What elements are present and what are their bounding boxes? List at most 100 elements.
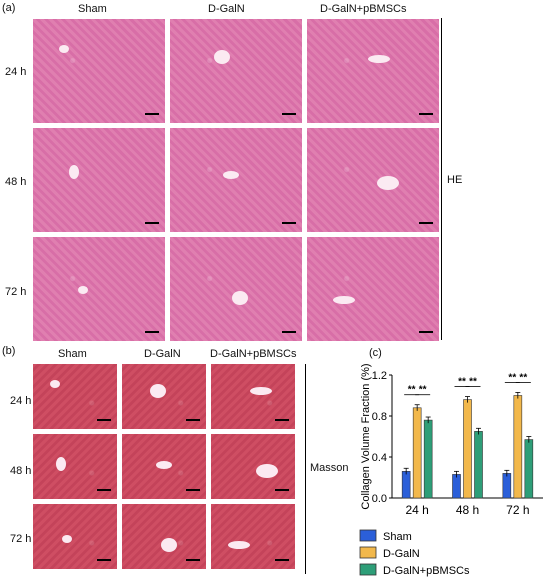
he-scale-bar bbox=[145, 222, 159, 224]
he-vessel-shape bbox=[376, 175, 399, 190]
he-vessel-shape bbox=[59, 45, 70, 53]
he-vessel-shape bbox=[68, 165, 79, 180]
legend-swatch-0 bbox=[359, 529, 377, 542]
significance-stars: ** bbox=[419, 385, 427, 396]
masson-vessel-shape bbox=[61, 534, 72, 543]
panel-a-col-sham: Sham bbox=[78, 3, 107, 15]
masson-scale-bar bbox=[186, 419, 200, 421]
he-vessel-shape bbox=[333, 296, 356, 305]
y-axis-label: Collagen Volume Fraction (%) bbox=[360, 363, 372, 509]
significance-stars: ** bbox=[519, 372, 527, 383]
panel-a-row-24h: 24 h bbox=[5, 66, 27, 78]
masson-micrograph-r1-c3 bbox=[210, 363, 296, 430]
panel-a-letter: (a) bbox=[2, 2, 16, 14]
y-tick-label: 0.8 bbox=[372, 411, 387, 423]
bar-d-galn-0 bbox=[412, 407, 422, 499]
masson-scale-bar bbox=[275, 489, 289, 491]
panel-b-row-72h: 72 h bbox=[10, 533, 32, 545]
bar-sham-2 bbox=[502, 473, 512, 499]
masson-vessel-shape bbox=[49, 380, 60, 389]
masson-micrograph-r3-c2 bbox=[121, 503, 207, 570]
masson-scale-bar bbox=[275, 559, 289, 561]
significance-stars: ** bbox=[508, 372, 516, 383]
legend-label-0: Sham bbox=[383, 531, 412, 543]
he-scale-bar bbox=[145, 113, 159, 115]
masson-vessel-shape bbox=[149, 383, 166, 398]
x-tick-label-0: 24 h bbox=[405, 503, 428, 517]
significance-stars: ** bbox=[408, 385, 416, 396]
panel-b-row-48h: 48 h bbox=[10, 465, 32, 477]
y-tick-label: 0.0 bbox=[372, 493, 387, 505]
he-micrograph-r3-c1 bbox=[32, 236, 166, 342]
he-scale-bar bbox=[145, 331, 159, 333]
he-scale-bar bbox=[282, 331, 296, 333]
he-micrograph-r1-c3 bbox=[306, 18, 440, 124]
masson-scale-bar bbox=[186, 489, 200, 491]
he-vessel-shape bbox=[77, 285, 88, 294]
masson-micrograph-r1-c2 bbox=[121, 363, 207, 430]
masson-micrograph-r3-c1 bbox=[32, 503, 118, 570]
he-micrograph-r2-c1 bbox=[32, 127, 166, 233]
panel-a-col-dgaln: D-GalN bbox=[208, 3, 245, 15]
bar-d-galn-1 bbox=[463, 399, 472, 499]
he-scale-bar bbox=[282, 222, 296, 224]
masson-scale-bar bbox=[97, 489, 111, 491]
he-vessel-shape bbox=[367, 55, 390, 64]
masson-vessel-shape bbox=[255, 463, 278, 478]
y-tick-label: 1.2 bbox=[372, 370, 387, 382]
masson-micrograph-r3-c3 bbox=[210, 503, 296, 570]
bar-d-galn-pbmscs-1 bbox=[474, 431, 483, 499]
masson-scale-bar bbox=[97, 559, 111, 561]
bar-sham-1 bbox=[452, 474, 461, 499]
he-vessel-shape bbox=[222, 170, 239, 179]
masson-vessel-shape bbox=[155, 460, 172, 469]
he-vessel-shape bbox=[232, 291, 249, 306]
significance-stars: ** bbox=[469, 377, 477, 388]
masson-scale-bar bbox=[97, 419, 111, 421]
legend-swatch-1 bbox=[359, 546, 377, 559]
masson-micrograph-r2-c1 bbox=[32, 433, 118, 500]
masson-vessel-shape bbox=[161, 537, 178, 552]
masson-micrograph-r2-c2 bbox=[121, 433, 207, 500]
panel-b-letter: (b) bbox=[2, 345, 16, 357]
masson-vessel-shape bbox=[249, 386, 272, 395]
legend-label-1: D-GalN bbox=[383, 548, 420, 560]
masson-micrograph-r1-c1 bbox=[32, 363, 118, 430]
bar-d-galn-2 bbox=[513, 395, 523, 499]
he-micrograph-r3-c2 bbox=[169, 236, 303, 342]
panel-b-col-dgaln: D-GalN bbox=[144, 348, 181, 360]
he-micrograph-r2-c2 bbox=[169, 127, 303, 233]
masson-vessel-shape bbox=[227, 541, 250, 550]
legend-swatch-2 bbox=[359, 563, 377, 576]
panel-a-row-48h: 48 h bbox=[5, 176, 27, 188]
he-vessel-shape bbox=[213, 50, 230, 65]
panel-b-bracket bbox=[305, 364, 306, 574]
he-micrograph-r3-c3 bbox=[306, 236, 440, 342]
bar-d-galn-pbmscs-2 bbox=[524, 439, 534, 499]
panel-b-row-24h: 24 h bbox=[10, 395, 32, 407]
panel-b-col-pbmscs: D-GalN+pBMSCs bbox=[210, 348, 297, 360]
panel-a-col-pbmscs: D-GalN+pBMSCs bbox=[320, 3, 407, 15]
masson-scale-bar bbox=[186, 559, 200, 561]
panel-a-stain-label: HE bbox=[447, 174, 463, 186]
y-tick-label: 0.4 bbox=[372, 452, 387, 464]
panel-a-bracket bbox=[441, 18, 442, 340]
he-scale-bar bbox=[419, 113, 433, 115]
he-micrograph-r1-c2 bbox=[169, 18, 303, 124]
he-scale-bar bbox=[419, 331, 433, 333]
panel-b-stain-label: Masson bbox=[310, 462, 349, 474]
he-scale-bar bbox=[419, 222, 433, 224]
bar-sham-0 bbox=[401, 471, 411, 499]
masson-micrograph-r2-c3 bbox=[210, 433, 296, 500]
bar-d-galn-pbmscs-0 bbox=[423, 419, 433, 499]
he-micrograph-r2-c3 bbox=[306, 127, 440, 233]
masson-scale-bar bbox=[275, 419, 289, 421]
masson-vessel-shape bbox=[55, 457, 66, 472]
panel-a-row-72h: 72 h bbox=[5, 286, 27, 298]
he-scale-bar bbox=[282, 113, 296, 115]
legend-label-2: D-GalN+pBMSCs bbox=[383, 565, 470, 577]
panel-b-col-sham: Sham bbox=[58, 348, 87, 360]
significance-stars: ** bbox=[458, 377, 466, 388]
panel-c-letter: (c) bbox=[369, 347, 382, 359]
